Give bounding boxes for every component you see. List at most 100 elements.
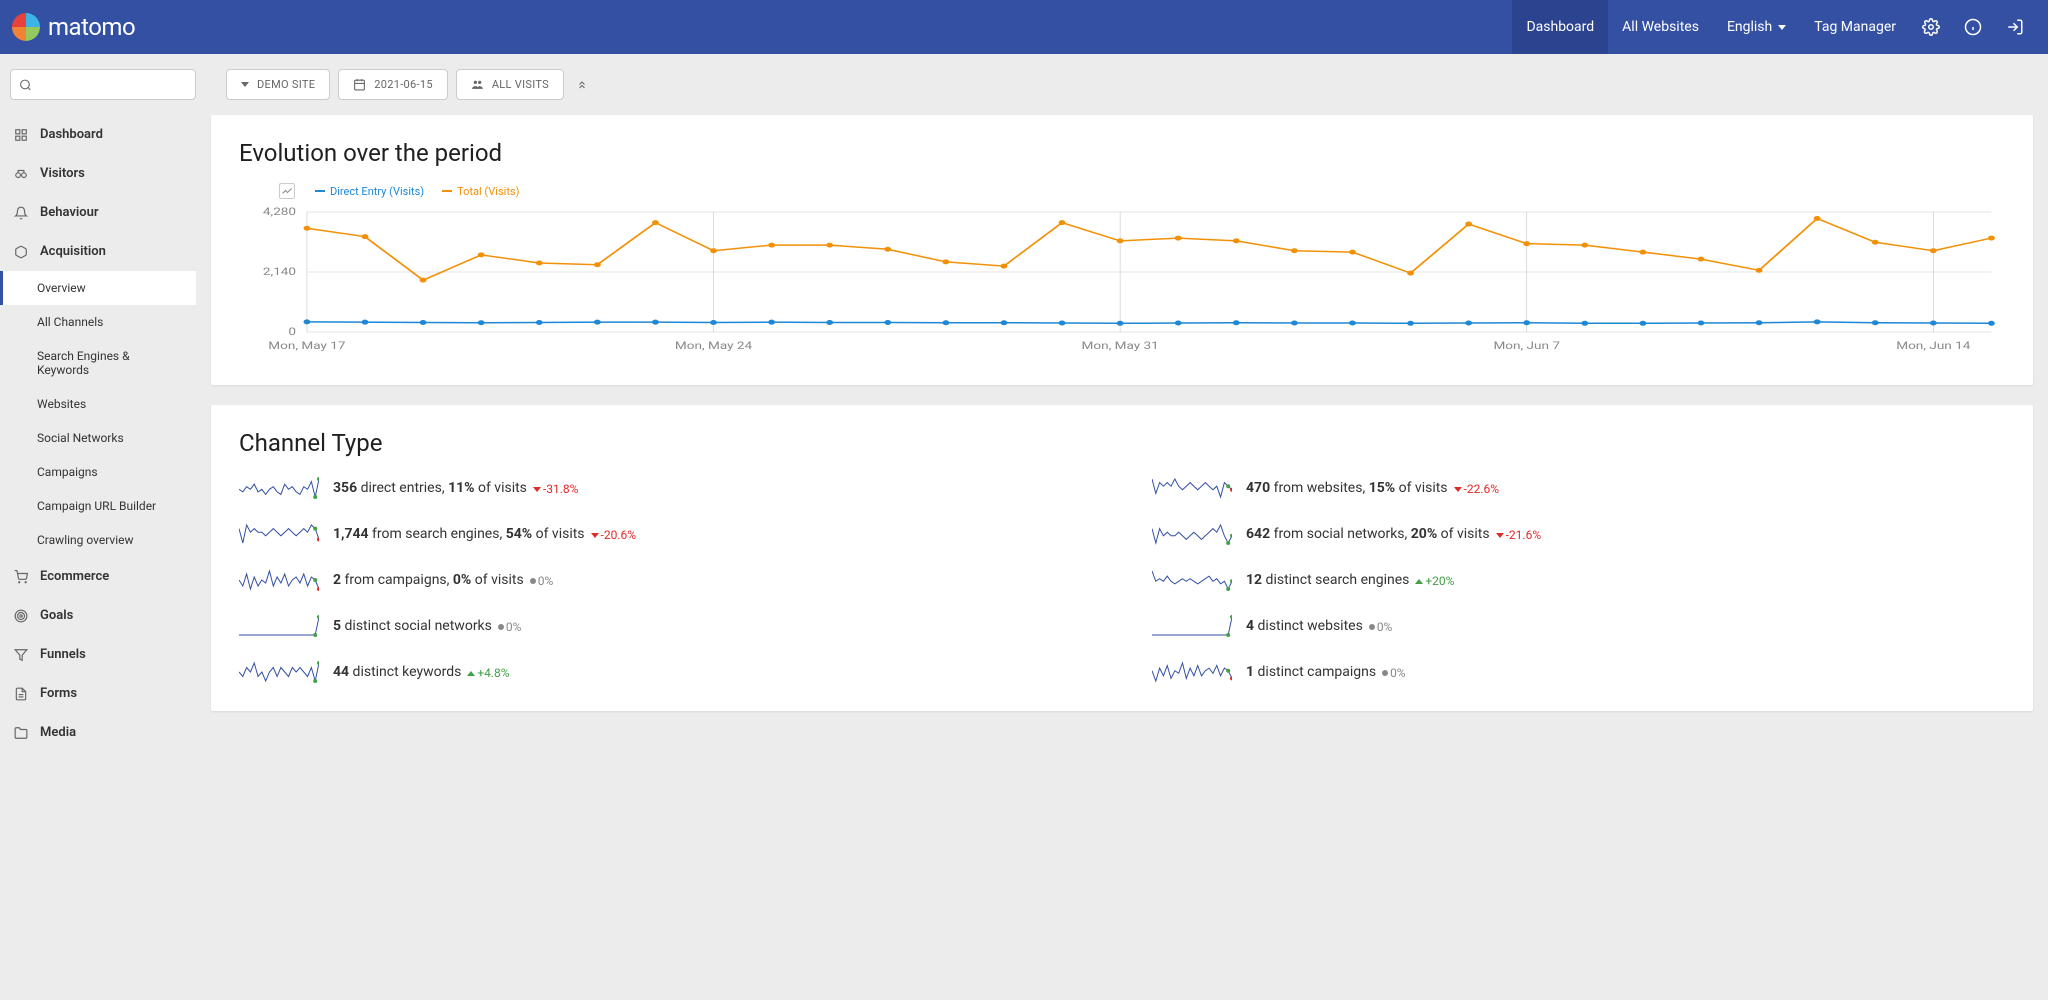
channel-text: 5 distinct social networks 0% — [333, 618, 521, 634]
channel-card: Channel Type 356 direct entries, 11% of … — [211, 405, 2033, 711]
people-icon — [471, 78, 484, 91]
delta-badge: -21.6% — [1496, 528, 1542, 542]
chart-type-icon[interactable] — [279, 183, 295, 199]
sidebar-label: Behaviour — [40, 205, 99, 220]
sidebar-acquisition[interactable]: Acquisition — [0, 232, 196, 271]
evolution-chart: 4,2802,1400Mon, May 17Mon, May 24Mon, Ma… — [239, 207, 2005, 357]
sidebar-sub-overview[interactable]: Overview — [0, 271, 196, 305]
sidebar-sub-all-channels[interactable]: All Channels — [0, 305, 196, 339]
sidebar-forms[interactable]: Forms — [0, 674, 196, 713]
collapse-icon[interactable] — [572, 69, 592, 100]
sidebar-dashboard[interactable]: Dashboard — [0, 115, 196, 154]
sparkline — [239, 661, 319, 683]
search-input[interactable] — [32, 78, 187, 92]
svg-text:0: 0 — [288, 326, 296, 338]
delta-badge: 0% — [1369, 620, 1393, 634]
sparkline — [1152, 661, 1232, 683]
topnav-tag-manager[interactable]: Tag Manager — [1800, 0, 1910, 54]
sidebar-media[interactable]: Media — [0, 713, 196, 752]
channel-text: 470 from websites, 15% of visits -22.6% — [1246, 480, 1499, 497]
legend-label: Direct Entry (Visits) — [330, 185, 424, 198]
sparkline — [1152, 615, 1232, 637]
date-selector[interactable]: 2021-06-15 — [338, 69, 448, 100]
channel-row: 470 from websites, 15% of visits -22.6% — [1152, 477, 2005, 499]
sidebar-label: Funnels — [40, 647, 86, 662]
sidebar-funnels[interactable]: Funnels — [0, 635, 196, 674]
sidebar-sub-websites[interactable]: Websites — [0, 387, 196, 421]
sidebar-label: Goals — [40, 608, 73, 623]
settings-icon[interactable] — [1910, 0, 1952, 54]
login-icon[interactable] — [1994, 0, 2036, 54]
topnav-dashboard[interactable]: Dashboard — [1512, 0, 1608, 54]
channel-row: 1 distinct campaigns 0% — [1152, 661, 2005, 683]
delta-badge: +4.8% — [467, 666, 509, 680]
delta-badge: +20% — [1415, 574, 1454, 588]
legend-total-visits-[interactable]: Total (Visits) — [442, 185, 519, 198]
site-selector[interactable]: DEMO SITE — [226, 69, 330, 100]
logo-text: matomo — [48, 13, 135, 41]
topnav-english[interactable]: English — [1713, 0, 1800, 54]
sidebar-sub-search-engines-keywords[interactable]: Search Engines & Keywords — [0, 339, 196, 387]
channel-row: 642 from social networks, 20% of visits … — [1152, 523, 2005, 545]
channel-row: 44 distinct keywords +4.8% — [239, 661, 1092, 683]
channel-text: 4 distinct websites 0% — [1246, 618, 1392, 634]
segment-label: ALL VISITS — [492, 78, 549, 91]
sidebar-sub-campaigns[interactable]: Campaigns — [0, 455, 196, 489]
bell-icon — [14, 206, 28, 220]
sidebar-label: Forms — [40, 686, 77, 701]
sidebar-label: Media — [40, 725, 76, 740]
form-icon — [14, 687, 28, 701]
delta-badge: 0% — [530, 574, 554, 588]
logo[interactable]: matomo — [12, 13, 135, 41]
chart-legend: Direct Entry (Visits) Total (Visits) — [279, 183, 2005, 199]
delta-badge: -22.6% — [1454, 482, 1500, 496]
legend-direct-entry-visits-[interactable]: Direct Entry (Visits) — [315, 185, 424, 198]
sidebar-visitors[interactable]: Visitors — [0, 154, 196, 193]
binoculars-icon — [14, 167, 28, 181]
info-icon[interactable] — [1952, 0, 1994, 54]
svg-text:Mon, May 31: Mon, May 31 — [1082, 340, 1159, 352]
sparkline — [239, 477, 319, 499]
toolbar: DEMO SITE 2021-06-15 ALL VISITS — [0, 54, 2048, 115]
topnav-all-websites[interactable]: All Websites — [1608, 0, 1713, 54]
svg-text:4,280: 4,280 — [263, 207, 297, 218]
channel-text: 1,744 from search engines, 54% of visits… — [333, 526, 636, 543]
channel-text: 1 distinct campaigns 0% — [1246, 664, 1406, 680]
funnel-icon — [14, 648, 28, 662]
svg-text:Mon, May 24: Mon, May 24 — [675, 340, 753, 352]
channel-row: 4 distinct websites 0% — [1152, 615, 2005, 637]
sidebar-label: Dashboard — [40, 127, 103, 142]
sidebar-goals[interactable]: Goals — [0, 596, 196, 635]
sidebar-label: Ecommerce — [40, 569, 109, 584]
sidebar-sub-crawling-overview[interactable]: Crawling overview — [0, 523, 196, 557]
sparkline — [1152, 569, 1232, 591]
svg-text:Mon, Jun 14: Mon, Jun 14 — [1896, 340, 1970, 352]
sparkline — [1152, 523, 1232, 545]
date-label: 2021-06-15 — [374, 78, 433, 91]
evolution-card: Evolution over the period Direct Entry (… — [211, 115, 2033, 385]
svg-text:2,140: 2,140 — [263, 266, 297, 278]
sidebar-sub-campaign-url-builder[interactable]: Campaign URL Builder — [0, 489, 196, 523]
channel-text: 356 direct entries, 11% of visits -31.8% — [333, 480, 578, 497]
legend-swatch — [315, 190, 325, 192]
sidebar-label: Acquisition — [40, 244, 106, 259]
search-box[interactable] — [10, 69, 196, 100]
channel-row: 356 direct entries, 11% of visits -31.8% — [239, 477, 1092, 499]
sidebar-ecommerce[interactable]: Ecommerce — [0, 557, 196, 596]
sidebar-behaviour[interactable]: Behaviour — [0, 193, 196, 232]
cart-icon — [14, 570, 28, 584]
legend-swatch — [442, 190, 452, 192]
sparkline — [239, 569, 319, 591]
sparkline — [1152, 477, 1232, 499]
delta-badge: 0% — [498, 620, 522, 634]
channel-title: Channel Type — [239, 429, 2005, 457]
channel-row: 2 from campaigns, 0% of visits 0% — [239, 569, 1092, 591]
sidebar-sub-social-networks[interactable]: Social Networks — [0, 421, 196, 455]
logo-icon — [12, 13, 40, 41]
segment-selector[interactable]: ALL VISITS — [456, 69, 564, 100]
sparkline — [239, 615, 319, 637]
channel-row: 5 distinct social networks 0% — [239, 615, 1092, 637]
sidebar-label: Visitors — [40, 166, 85, 181]
delta-badge: 0% — [1382, 666, 1406, 680]
channel-grid: 356 direct entries, 11% of visits -31.8%… — [239, 477, 2005, 683]
